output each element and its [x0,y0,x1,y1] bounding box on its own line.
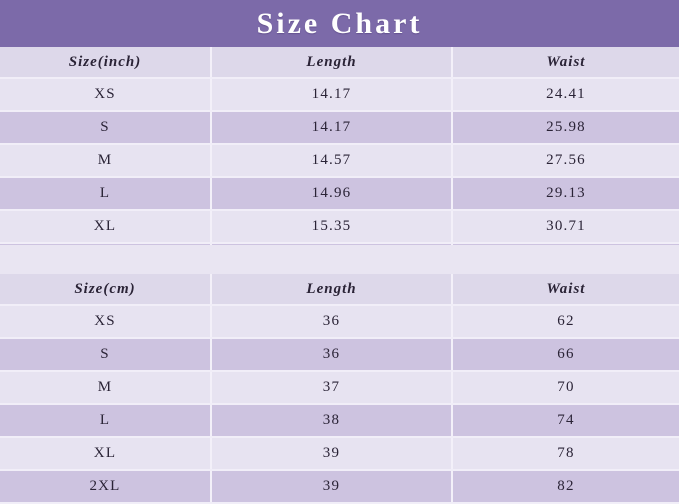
table-row: XS 36 62 [0,305,679,339]
column-header-size: Size(cm) [0,274,212,306]
table-row: L 38 74 [0,404,679,438]
cell-size: L [0,404,212,438]
cell-size: M [0,371,212,405]
cell-waist: 24.41 [452,78,679,112]
cell-length: 38 [211,404,453,438]
cell-length: 36 [211,338,453,372]
cell-size: M [0,144,212,178]
cell-waist: 74 [452,404,679,438]
cell-size: S [0,111,212,145]
cell-size: XS [0,78,212,112]
cell-size: XS [0,305,212,339]
cell-waist: 62 [452,305,679,339]
table-row: 2XL 39 82 [0,470,679,504]
cell-length: 14.17 [211,78,453,112]
column-header-waist: Waist [452,47,679,79]
cell-length: 15.35 [211,210,453,244]
cell-size: L [0,177,212,211]
cell-size: S [0,338,212,372]
cell-waist: 30.71 [452,210,679,244]
cell-length: 14.96 [211,177,453,211]
table-row: S 36 66 [0,338,679,372]
cell-length: 14.17 [211,111,453,145]
table-row: S 14.17 25.98 [0,111,679,145]
cell-waist: 29.13 [452,177,679,211]
cell-length: 37 [211,371,453,405]
cell-waist: 82 [452,470,679,504]
cell-length: 39 [211,470,453,504]
cell-size: XL [0,437,212,471]
column-header-size: Size(inch) [0,47,212,79]
table-row: L 14.96 29.13 [0,177,679,211]
cell-length: 36 [211,305,453,339]
column-header-waist: Waist [452,274,679,306]
size-table-cm: Size(cm) Length Waist XS 36 62 S 36 66 M… [0,274,679,504]
cell-length: 14.57 [211,144,453,178]
table-row: M 37 70 [0,371,679,405]
table-separator-band [0,245,679,274]
title-banner: Size Chart [0,0,679,47]
cell-waist: 25.98 [452,111,679,145]
cell-waist: 70 [452,371,679,405]
table-row: M 14.57 27.56 [0,144,679,178]
page-title: Size Chart [256,6,423,40]
cell-waist: 78 [452,437,679,471]
cell-length: 39 [211,437,453,471]
table-row: XL 39 78 [0,437,679,471]
table-header-row: Size(inch) Length Waist [0,47,679,79]
cell-waist: 66 [452,338,679,372]
table-row: XL 15.35 30.71 [0,210,679,244]
size-table-inch: Size(inch) Length Waist XS 14.17 24.41 S… [0,47,679,277]
column-header-length: Length [211,274,453,306]
cell-size: XL [0,210,212,244]
cell-size: 2XL [0,470,212,504]
table-row: XS 14.17 24.41 [0,78,679,112]
cell-waist: 27.56 [452,144,679,178]
column-header-length: Length [211,47,453,79]
table-header-row: Size(cm) Length Waist [0,274,679,306]
